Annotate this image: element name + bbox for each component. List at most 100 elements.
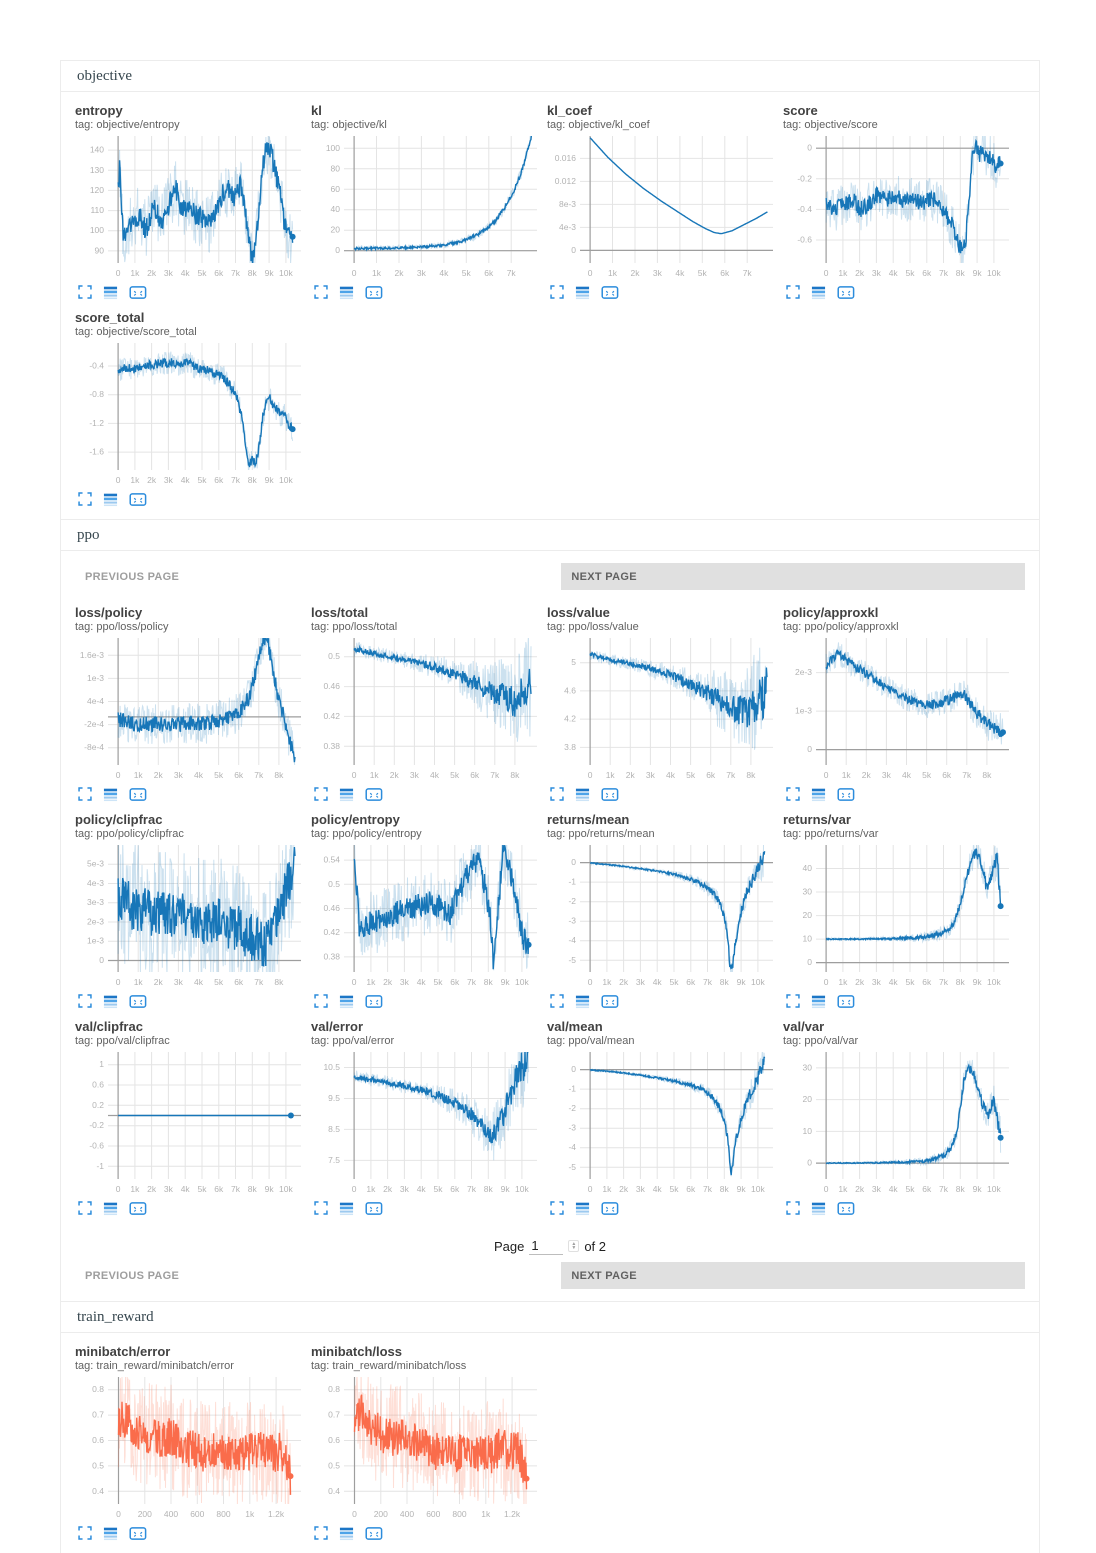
chart-plot[interactable]: 0.54 0.5 0.46 0.42 0.38 0 1k 2k 3k 4k 5k 6k 7k 8k 9k 10…	[311, 842, 545, 990]
chart-plot[interactable]: 0.8 0.7 0.6 0.5 0.4 0 200 400 600 800 1k 1.2k	[311, 1374, 545, 1522]
fit-domain-icon[interactable]	[837, 787, 855, 802]
log-scale-icon[interactable]	[575, 994, 590, 1009]
svg-text:3k: 3k	[174, 770, 184, 780]
spinner-down-icon[interactable]: ▼	[571, 1245, 577, 1251]
chart-plot[interactable]: 1 0.6 0.2 -0.2 -0.6 -1 0 1k 2k 3k 4k 5k 6k 7k 8k 9k 10k	[75, 1049, 309, 1197]
expand-icon[interactable]	[550, 787, 564, 801]
log-scale-icon[interactable]	[811, 787, 826, 802]
chart-plot[interactable]: 10.5 9.5 8.5 7.5 0 1k 2k 3k 4k 5k 6k 7k 8k 9k 10k	[311, 1049, 545, 1197]
expand-icon[interactable]	[786, 1201, 800, 1215]
svg-text:120: 120	[90, 185, 104, 195]
chart-plot[interactable]: 0.8 0.7 0.6 0.5 0.4 0 200 400 600 800 1k 1.2k	[75, 1374, 309, 1522]
expand-icon[interactable]	[78, 492, 92, 506]
previous-page-button[interactable]: PREVIOUS PAGE	[75, 1262, 539, 1289]
spinner-up-icon[interactable]: ▲	[571, 1241, 577, 1247]
fit-domain-icon[interactable]	[601, 1201, 619, 1216]
expand-icon[interactable]	[78, 994, 92, 1008]
fit-domain-icon[interactable]	[129, 492, 147, 507]
expand-icon[interactable]	[78, 1526, 92, 1540]
chart-plot[interactable]: 0 -1 -2 -3 -4 -5 0 1k 2k 3k 4k 5k 6k 7k 8k 9k 10k	[547, 842, 781, 990]
page-spinner[interactable]: ▲ ▼	[568, 1240, 580, 1252]
chart-plot[interactable]: 1.6e-3 1e-3 4e-4 -2e-4 -8e-4 0 1k 2k 3k 4k 5k 6k 7k 8…	[75, 635, 309, 783]
log-scale-icon[interactable]	[575, 1201, 590, 1216]
chart-plot[interactable]: 0.016 0.012 8e-3 4e-3 0 0 1k 2k 3k 4k 5k 6k 7k	[547, 133, 781, 281]
fit-domain-icon[interactable]	[129, 1201, 147, 1216]
expand-icon[interactable]	[550, 1201, 564, 1215]
page-number-input[interactable]	[529, 1237, 564, 1255]
previous-page-button[interactable]: PREVIOUS PAGE	[75, 563, 539, 590]
fit-domain-icon[interactable]	[601, 787, 619, 802]
svg-text:-1.6: -1.6	[89, 447, 104, 457]
chart-plot[interactable]: 5 4.6 4.2 3.8 0 1k 2k 3k 4k 5k 6k 7k 8k	[547, 635, 781, 783]
chart-toolbar	[311, 992, 545, 1010]
svg-text:1k: 1k	[366, 977, 376, 987]
svg-text:-5: -5	[568, 1162, 576, 1172]
expand-icon[interactable]	[78, 285, 92, 299]
chart-plot[interactable]: 30 20 10 0 0 1k 2k 3k 4k 5k 6k 7k 8k 9k 10k	[783, 1049, 1017, 1197]
expand-icon[interactable]	[314, 1526, 328, 1540]
log-scale-icon[interactable]	[339, 787, 354, 802]
chart-plot[interactable]: 100 80 60 40 20 0 0 1k 2k 3k 4k 5k 6k 7k	[311, 133, 545, 281]
log-scale-icon[interactable]	[103, 787, 118, 802]
svg-text:2k: 2k	[390, 770, 400, 780]
expand-icon[interactable]	[314, 1201, 328, 1215]
chart-plot[interactable]: -0.4 -0.8 -1.2 -1.6 0 1k 2k 3k 4k 5k 6k 7k 8k 9k 10k	[75, 340, 309, 488]
chart-plot[interactable]: 5e-3 4e-3 3e-3 2e-3 1e-3 0 0 1k 2k 3k 4k 5k 6k 7k 8k	[75, 842, 309, 990]
expand-icon[interactable]	[550, 285, 564, 299]
chart-plot[interactable]: 140 130 120 110 100 90 0 1k 2k 3k 4k 5k 6k 7k 8k 9k 10k	[75, 133, 309, 281]
log-scale-icon[interactable]	[811, 285, 826, 300]
section-header-objective[interactable]: objective	[61, 60, 1039, 92]
svg-text:0: 0	[571, 1064, 576, 1074]
log-scale-icon[interactable]	[103, 492, 118, 507]
fit-domain-icon[interactable]	[365, 285, 383, 300]
expand-icon[interactable]	[314, 787, 328, 801]
log-scale-icon[interactable]	[103, 1201, 118, 1216]
fit-domain-icon[interactable]	[601, 994, 619, 1009]
expand-icon[interactable]	[550, 994, 564, 1008]
log-scale-icon[interactable]	[339, 285, 354, 300]
fit-domain-icon[interactable]	[365, 1201, 383, 1216]
chart-plot[interactable]: 0 -0.2 -0.4 -0.6 0 1k 2k 3k 4k 5k 6k 7k 8k 9k 10k	[783, 133, 1017, 281]
fit-domain-icon[interactable]	[129, 994, 147, 1009]
log-scale-icon[interactable]	[103, 285, 118, 300]
fit-domain-icon[interactable]	[365, 787, 383, 802]
fit-domain-icon[interactable]	[837, 285, 855, 300]
expand-icon[interactable]	[786, 787, 800, 801]
log-scale-icon[interactable]	[575, 787, 590, 802]
svg-text:4k: 4k	[889, 268, 899, 278]
fit-domain-icon[interactable]	[837, 994, 855, 1009]
log-scale-icon[interactable]	[339, 1201, 354, 1216]
chart-tag: tag: ppo/val/mean	[547, 1035, 635, 1047]
log-scale-icon[interactable]	[339, 1526, 354, 1541]
chart-plot[interactable]: 2e-3 1e-3 0 0 1k 2k 3k 4k 5k 6k 7k 8k	[783, 635, 1017, 783]
svg-text:4.6: 4.6	[564, 685, 576, 695]
expand-icon[interactable]	[314, 285, 328, 299]
expand-icon[interactable]	[786, 285, 800, 299]
chart-plot[interactable]: 0.5 0.46 0.42 0.38 0 1k 2k 3k 4k 5k 6k 7k 8k	[311, 635, 545, 783]
section-header-ppo[interactable]: ppo	[61, 519, 1039, 551]
fit-domain-icon[interactable]	[129, 787, 147, 802]
expand-icon[interactable]	[78, 1201, 92, 1215]
log-scale-icon[interactable]	[103, 994, 118, 1009]
chart-plot[interactable]: 40 30 20 10 0 0 1k 2k 3k 4k 5k 6k 7k 8k 9k 10k	[783, 842, 1017, 990]
expand-icon[interactable]	[78, 787, 92, 801]
svg-text:1k: 1k	[130, 268, 140, 278]
fit-domain-icon[interactable]	[129, 1526, 147, 1541]
log-scale-icon[interactable]	[811, 994, 826, 1009]
expand-icon[interactable]	[786, 994, 800, 1008]
next-page-button[interactable]: NEXT PAGE	[561, 563, 1025, 590]
section-header-train-reward[interactable]: train_reward	[61, 1301, 1039, 1333]
chart-plot[interactable]: 0 -1 -2 -3 -4 -5 0 1k 2k 3k 4k 5k 6k 7k 8k 9k 10k	[547, 1049, 781, 1197]
fit-domain-icon[interactable]	[365, 994, 383, 1009]
log-scale-icon[interactable]	[575, 285, 590, 300]
next-page-button[interactable]: NEXT PAGE	[561, 1262, 1025, 1289]
svg-text:1k: 1k	[838, 977, 848, 987]
fit-domain-icon[interactable]	[365, 1526, 383, 1541]
expand-icon[interactable]	[314, 994, 328, 1008]
fit-domain-icon[interactable]	[601, 285, 619, 300]
log-scale-icon[interactable]	[103, 1526, 118, 1541]
fit-domain-icon[interactable]	[837, 1201, 855, 1216]
log-scale-icon[interactable]	[811, 1201, 826, 1216]
log-scale-icon[interactable]	[339, 994, 354, 1009]
fit-domain-icon[interactable]	[129, 285, 147, 300]
